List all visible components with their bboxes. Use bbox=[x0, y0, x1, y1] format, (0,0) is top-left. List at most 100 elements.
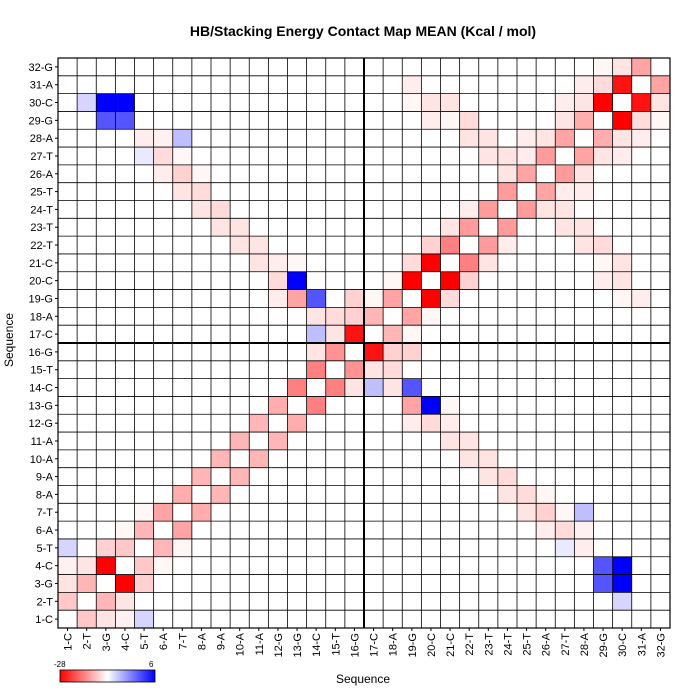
heatmap-cell bbox=[172, 147, 192, 165]
heatmap-cell bbox=[574, 182, 594, 201]
heatmap-cell bbox=[593, 574, 613, 593]
heatmap-cells bbox=[58, 58, 670, 628]
heatmap-cell bbox=[612, 289, 632, 308]
heatmap-cell bbox=[344, 325, 364, 343]
heatmap-cell bbox=[115, 111, 135, 130]
heatmap-cell bbox=[115, 93, 135, 112]
x-tick-labels: 1-C 2-T 3-G 4-C 5-T 6-A 7-T 8-A 9-A 10-A 11-A 12-G 1… bbox=[63, 628, 667, 657]
y-tick-label: 22-T bbox=[30, 240, 53, 252]
heatmap-cell bbox=[268, 271, 288, 290]
x-tick-label: 21-C bbox=[445, 633, 457, 657]
heatmap-cell bbox=[650, 93, 670, 112]
x-tick-label: 27-T bbox=[560, 633, 572, 656]
y-tick-label: 7-T bbox=[37, 507, 54, 519]
heatmap-cell bbox=[555, 111, 575, 130]
heatmap-cell bbox=[77, 574, 97, 593]
x-tick-label: 30-C bbox=[617, 633, 629, 657]
heatmap-cell bbox=[536, 129, 556, 148]
heatmap-cell bbox=[364, 343, 384, 361]
heatmap-cell bbox=[402, 75, 422, 94]
y-tick-label: 31-A bbox=[30, 80, 54, 92]
heatmap-cell bbox=[249, 236, 269, 254]
heatmap-cell bbox=[517, 200, 537, 219]
heatmap-cell bbox=[153, 503, 173, 522]
heatmap-cell bbox=[478, 253, 498, 272]
x-tick-label: 8-A bbox=[196, 632, 208, 650]
heatmap-cell bbox=[650, 75, 670, 94]
y-tick-label: 18-A bbox=[30, 311, 54, 323]
heatmap-cell bbox=[306, 289, 326, 308]
heatmap-cell bbox=[459, 218, 479, 237]
heatmap-cell bbox=[96, 538, 116, 557]
x-tick-label: 25-T bbox=[522, 633, 534, 656]
y-tick-label: 4-C bbox=[35, 561, 53, 573]
y-tick-label: 8-A bbox=[36, 489, 54, 501]
heatmap-cell bbox=[478, 129, 498, 148]
heatmap-cell bbox=[421, 396, 441, 415]
heatmap-cell bbox=[402, 396, 422, 415]
y-tick-label: 11-A bbox=[31, 436, 54, 448]
heatmap-cell bbox=[364, 289, 384, 308]
heatmap-cell bbox=[612, 253, 632, 272]
heatmap-cell bbox=[96, 610, 116, 628]
heatmap-cell bbox=[555, 93, 575, 112]
y-tick-label: 26-A bbox=[30, 169, 54, 181]
heatmap-cell bbox=[555, 538, 575, 557]
heatmap-cell bbox=[497, 182, 517, 201]
heatmap-cell bbox=[287, 378, 307, 397]
x-tick-label: 9-A bbox=[216, 632, 228, 650]
heatmap-cell bbox=[211, 218, 231, 237]
heatmap-cell bbox=[211, 449, 231, 468]
heatmap-cell bbox=[402, 414, 422, 433]
y-tick-label: 6-A bbox=[36, 525, 54, 537]
heatmap-cell bbox=[478, 147, 498, 165]
heatmap-cell bbox=[574, 147, 594, 165]
heatmap-cell bbox=[287, 289, 307, 308]
x-tick-label: 16-G bbox=[349, 633, 361, 657]
heatmap-cell bbox=[77, 556, 97, 575]
heatmap-cell bbox=[115, 521, 135, 539]
heatmap-cell bbox=[402, 271, 422, 290]
y-tick-label: 17-C bbox=[29, 329, 53, 341]
heatmap-cell bbox=[440, 396, 460, 415]
heatmap-cell bbox=[58, 538, 78, 557]
heatmap-cell bbox=[383, 343, 403, 361]
heatmap-cell bbox=[497, 164, 517, 183]
x-tick-label: 6-A bbox=[158, 632, 170, 650]
heatmap-cell bbox=[383, 271, 403, 290]
heatmap-cell bbox=[536, 200, 556, 219]
y-tick-label: 15-T bbox=[30, 365, 53, 377]
heatmap-cell bbox=[593, 93, 613, 112]
heatmap-cell bbox=[191, 164, 211, 183]
heatmap-cell bbox=[115, 538, 135, 557]
heatmap-cell bbox=[631, 58, 651, 76]
heatmap-cell bbox=[344, 307, 364, 326]
y-tick-label: 3-G bbox=[35, 578, 53, 590]
y-tick-label: 25-T bbox=[30, 187, 53, 199]
heatmap-cell bbox=[191, 200, 211, 219]
x-tick-label: 29-G bbox=[598, 633, 610, 657]
heatmap-cell bbox=[574, 164, 594, 183]
heatmap-cell bbox=[96, 592, 116, 611]
heatmap-cell bbox=[555, 129, 575, 148]
heatmap-cell bbox=[134, 610, 154, 628]
heatmap-cell bbox=[268, 432, 288, 450]
heatmap-cell bbox=[593, 236, 613, 254]
heatmap-cell bbox=[536, 503, 556, 522]
heatmap-cell bbox=[77, 610, 97, 628]
heatmap-cell bbox=[478, 467, 498, 486]
heatmap-cell bbox=[440, 111, 460, 130]
heatmap-cell bbox=[211, 200, 231, 219]
heatmap-cell bbox=[497, 236, 517, 254]
y-tick-label: 9-A bbox=[36, 472, 54, 484]
heatmap-cell bbox=[574, 503, 594, 522]
x-tick-label: 23-T bbox=[483, 633, 495, 656]
x-axis-label: Sequence bbox=[336, 672, 390, 686]
heatmap-cell bbox=[134, 147, 154, 165]
heatmap-cell bbox=[612, 574, 632, 593]
heatmap-cell bbox=[555, 182, 575, 201]
heatmap-cell bbox=[440, 289, 460, 308]
x-tick-label: 7-T bbox=[177, 633, 189, 650]
heatmap-cell bbox=[287, 253, 307, 272]
y-tick-label: 13-G bbox=[29, 400, 53, 412]
